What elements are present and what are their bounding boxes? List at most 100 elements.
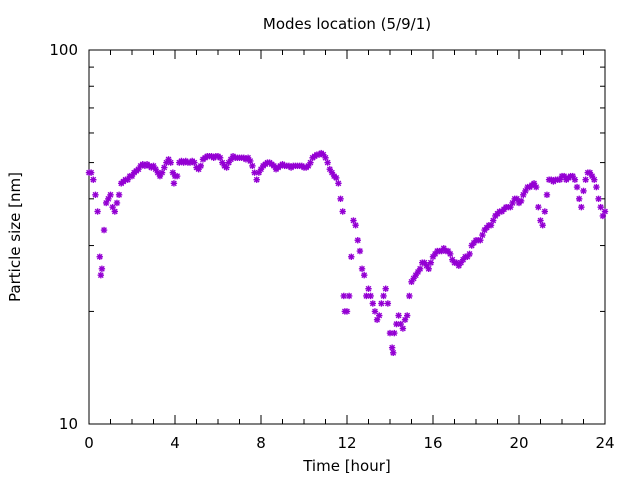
data-point [391, 329, 398, 337]
data-point [115, 191, 123, 199]
data-point [167, 159, 174, 166]
data-point [406, 292, 413, 300]
data-point [170, 180, 178, 187]
data-point [96, 253, 103, 260]
x-tick-label: 8 [256, 434, 266, 452]
data-point [358, 265, 366, 272]
data-point [395, 312, 402, 319]
data-point [340, 292, 347, 300]
data-point [593, 183, 600, 191]
data-point [249, 162, 256, 170]
data-point [376, 312, 383, 319]
data-point [365, 285, 372, 292]
data-point [339, 208, 346, 215]
data-point [361, 271, 368, 279]
data-point [380, 292, 387, 300]
data-point [219, 159, 226, 166]
data-point [197, 162, 204, 170]
x-tick-label: 24 [595, 434, 614, 452]
data-point [253, 176, 260, 183]
chart-title: Modes location (5/9/1) [263, 15, 431, 33]
data-point [100, 226, 108, 234]
data-point [404, 312, 411, 319]
x-tick-label: 0 [84, 434, 94, 452]
data-point [371, 308, 379, 315]
data-point [158, 169, 166, 176]
x-axis-tick-labels: 0 4 8 12 16 20 24 [84, 434, 614, 452]
data-point [356, 247, 364, 255]
x-axis-title: Time [hour] [302, 457, 391, 475]
data-point [571, 176, 579, 183]
axis-ticks [88, 49, 606, 425]
data-point [388, 344, 396, 351]
plot-frame [88, 49, 606, 425]
data-point [479, 231, 486, 239]
data-point [98, 265, 106, 272]
data-point [591, 176, 598, 183]
data-point [223, 164, 230, 171]
data-point [533, 183, 540, 191]
y-tick-label: 10 [59, 415, 78, 433]
x-tick-label: 4 [170, 434, 180, 452]
data-point [597, 203, 604, 211]
data-point [348, 253, 355, 260]
data-point [107, 191, 114, 199]
data-point [601, 208, 609, 215]
data-point [161, 164, 168, 171]
data-point [335, 180, 342, 187]
data-point [378, 300, 385, 307]
data-point [369, 300, 376, 307]
data-point [416, 265, 424, 272]
data-point [307, 159, 314, 166]
data-point [384, 300, 392, 307]
data-point [87, 169, 95, 176]
data-point [111, 208, 118, 215]
data-point [447, 250, 454, 258]
data-point [390, 349, 397, 357]
y-tick-label: 100 [49, 41, 78, 59]
data-point [322, 154, 329, 161]
data-point [393, 320, 400, 328]
data-points [85, 149, 609, 357]
data-point [354, 237, 361, 244]
y-axis-title: Particle size [nm] [6, 172, 24, 302]
data-point [191, 159, 198, 166]
x-tick-label: 20 [509, 434, 528, 452]
data-point [578, 203, 585, 211]
data-point [337, 195, 344, 203]
data-point [509, 199, 516, 207]
data-point [399, 325, 407, 332]
data-point [247, 157, 254, 165]
data-point [324, 159, 331, 166]
data-point [216, 154, 224, 161]
data-point [345, 292, 353, 300]
data-point [595, 195, 602, 203]
data-point [535, 203, 542, 211]
data-point [541, 208, 548, 215]
data-point [582, 176, 589, 183]
data-point [352, 222, 359, 229]
data-point [333, 174, 340, 182]
data-point [425, 265, 432, 272]
data-point [92, 191, 99, 199]
data-point [367, 292, 374, 300]
data-point [543, 191, 551, 199]
data-point [173, 172, 181, 180]
data-point [90, 176, 97, 183]
data-point [397, 320, 404, 328]
x-tick-label: 16 [423, 434, 442, 452]
data-point [343, 308, 351, 315]
data-point [113, 199, 121, 207]
data-point [477, 237, 484, 244]
data-point [94, 208, 101, 215]
data-point [580, 187, 587, 195]
data-point [539, 222, 546, 229]
data-point [466, 250, 473, 258]
data-point [453, 259, 460, 266]
data-point [382, 285, 389, 292]
x-tick-label: 12 [337, 434, 356, 452]
data-point [576, 195, 583, 203]
data-point [97, 271, 105, 279]
data-point [427, 259, 435, 266]
